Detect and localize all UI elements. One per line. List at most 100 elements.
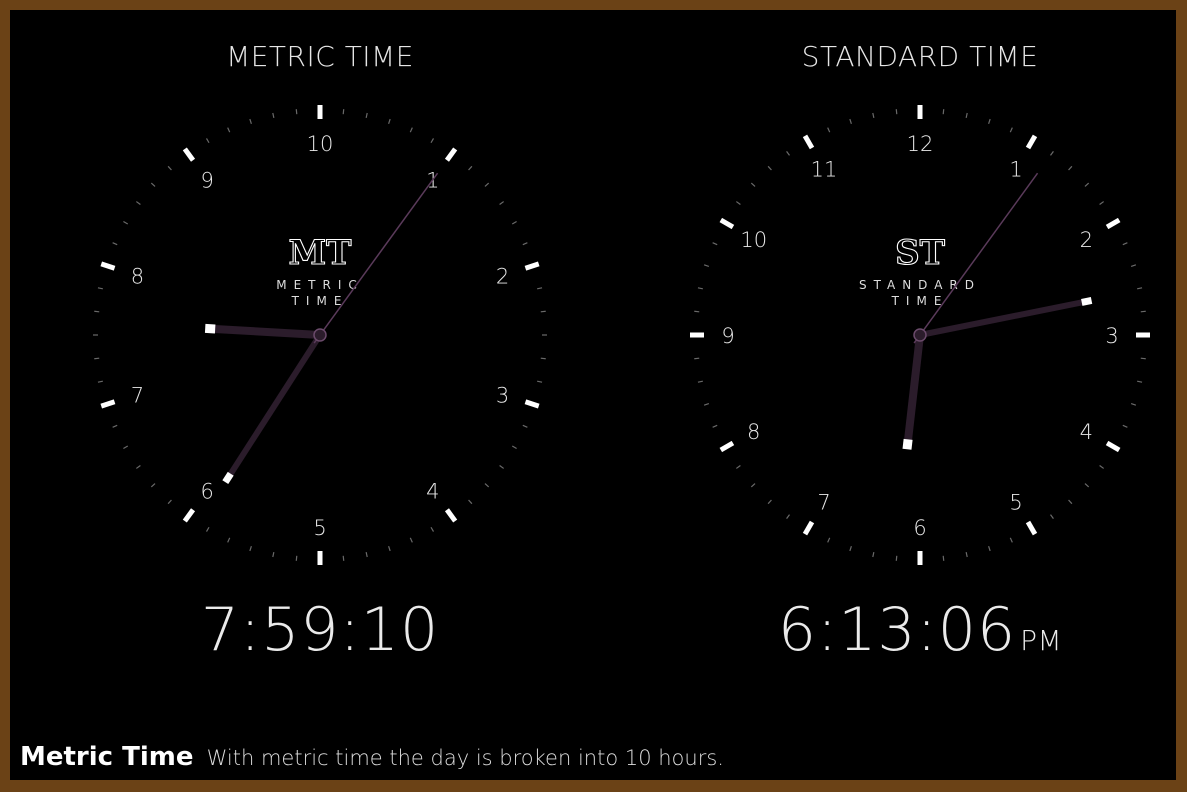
standard-minor-tick <box>895 109 898 115</box>
metric-clock-title: METRIC TIME <box>226 40 414 73</box>
metric-major-tick <box>182 147 196 162</box>
standard-minor-tick <box>965 552 968 558</box>
standard-minor-tick <box>1099 201 1104 205</box>
metric-numeral-10: 10 <box>307 132 334 156</box>
metric-minor-tick <box>522 242 528 246</box>
metric-numeral-5: 5 <box>313 516 326 540</box>
standard-numeral-3: 3 <box>1105 324 1118 348</box>
standard-second-hand <box>913 172 1039 344</box>
metric-minor-tick <box>94 310 100 313</box>
metric-subtitle-line1: METRIC <box>276 278 364 292</box>
standard-minor-tick <box>712 424 718 428</box>
metric-minor-tick <box>150 182 156 187</box>
metric-minor-tick <box>430 138 435 144</box>
metric-minor-tick <box>430 526 435 532</box>
metric-minor-tick <box>94 357 100 360</box>
metric-minor-tick <box>295 109 298 115</box>
standard-major-tick <box>1025 134 1038 150</box>
standard-minor-tick <box>736 201 741 205</box>
metric-digital-time: 7:59:10 <box>20 595 620 665</box>
metric-minor-tick <box>227 127 231 133</box>
metric-minor-tick <box>468 165 473 171</box>
clock-faces: 10123456789 MT METRIC TIME 1212345678910… <box>93 105 1150 565</box>
standard-minor-tick <box>703 403 710 406</box>
metric-major-tick <box>444 508 458 523</box>
metric-minor-tick <box>499 201 504 205</box>
standard-minor-tick <box>827 127 831 133</box>
metric-hour-hand-tip <box>204 323 216 334</box>
standard-subtitle-line2: TIME <box>891 294 949 308</box>
metric-minor-tick <box>167 499 172 505</box>
standard-minor-tick <box>1050 514 1054 519</box>
standard-minor-tick <box>1084 182 1090 187</box>
standard-subtitle-line1: STANDARD <box>859 278 981 292</box>
metric-minor-tick <box>499 465 504 469</box>
standard-minor-tick <box>703 264 710 267</box>
standard-numeral-7: 7 <box>817 490 830 514</box>
standard-major-tick <box>1025 520 1038 536</box>
standard-minute-hand-tip <box>1081 296 1093 306</box>
metric-numeral-6: 6 <box>200 479 213 503</box>
standard-minor-tick <box>895 555 898 561</box>
standard-minor-tick <box>965 112 968 118</box>
standard-numeral-10: 10 <box>740 228 767 252</box>
metric-minor-tick <box>136 465 141 469</box>
metric-major-tick <box>182 508 196 523</box>
metric-minor-tick <box>537 380 543 383</box>
metric-clock-face: 10123456789 MT METRIC TIME <box>93 105 547 565</box>
metric-minor-tick <box>468 499 473 505</box>
standard-center-pin <box>913 328 927 342</box>
metric-minor-tick <box>97 380 103 383</box>
metric-minor-tick <box>540 357 546 360</box>
standard-minor-tick <box>827 537 831 543</box>
standard-digital-time: 6:13:06 PM <box>620 595 1176 665</box>
metric-minor-tick <box>342 109 345 115</box>
standard-minor-tick <box>694 310 700 313</box>
standard-numeral-12: 12 <box>907 132 934 156</box>
metric-center-pin <box>313 328 327 342</box>
metric-numeral-3: 3 <box>496 383 509 407</box>
metric-minor-tick <box>272 112 275 118</box>
metric-minor-tick <box>537 287 543 290</box>
metric-minor-tick <box>249 118 252 125</box>
metric-minor-tick <box>522 424 528 428</box>
metric-minor-tick <box>342 555 345 561</box>
metric-minor-tick <box>205 526 210 532</box>
metric-numeral-8: 8 <box>131 265 144 289</box>
standard-numeral-2: 2 <box>1080 228 1093 252</box>
standard-numeral-5: 5 <box>1009 490 1022 514</box>
standard-minor-tick <box>1137 380 1143 383</box>
metric-minor-tick <box>388 118 391 125</box>
standard-major-tick <box>802 134 815 150</box>
metric-minor-tick <box>409 127 413 133</box>
standard-time-value: 6:13:06 <box>777 595 1017 665</box>
metric-minor-tick <box>484 182 490 187</box>
metric-minor-tick <box>167 165 172 171</box>
metric-minute-hand <box>225 333 323 480</box>
caption-title: Metric Time <box>20 742 194 772</box>
metric-minor-tick <box>112 424 118 428</box>
standard-minor-tick <box>697 380 703 383</box>
metric-minor-tick <box>388 545 391 552</box>
standard-minor-tick <box>1050 151 1054 156</box>
standard-minute-hand <box>919 298 1088 338</box>
standard-logo: ST <box>895 233 945 273</box>
metric-time-value: 7:59:10 <box>200 595 440 665</box>
standard-minor-tick <box>1130 403 1137 406</box>
metric-minor-tick <box>97 287 103 290</box>
standard-minor-tick <box>694 357 700 360</box>
standard-minor-tick <box>849 118 852 125</box>
standard-minor-tick <box>1068 165 1073 171</box>
metric-minor-tick <box>123 220 129 225</box>
standard-numeral-9: 9 <box>721 324 734 348</box>
standard-minor-tick <box>1099 465 1104 469</box>
metric-major-tick <box>524 399 540 409</box>
standard-minor-tick <box>767 165 772 171</box>
metric-major-tick <box>524 261 540 271</box>
standard-numeral-11: 11 <box>811 158 838 182</box>
standard-clock-title: STANDARD TIME <box>801 40 1039 73</box>
standard-minor-tick <box>1140 310 1146 313</box>
standard-major-tick <box>719 217 735 230</box>
metric-minor-tick <box>511 445 517 450</box>
